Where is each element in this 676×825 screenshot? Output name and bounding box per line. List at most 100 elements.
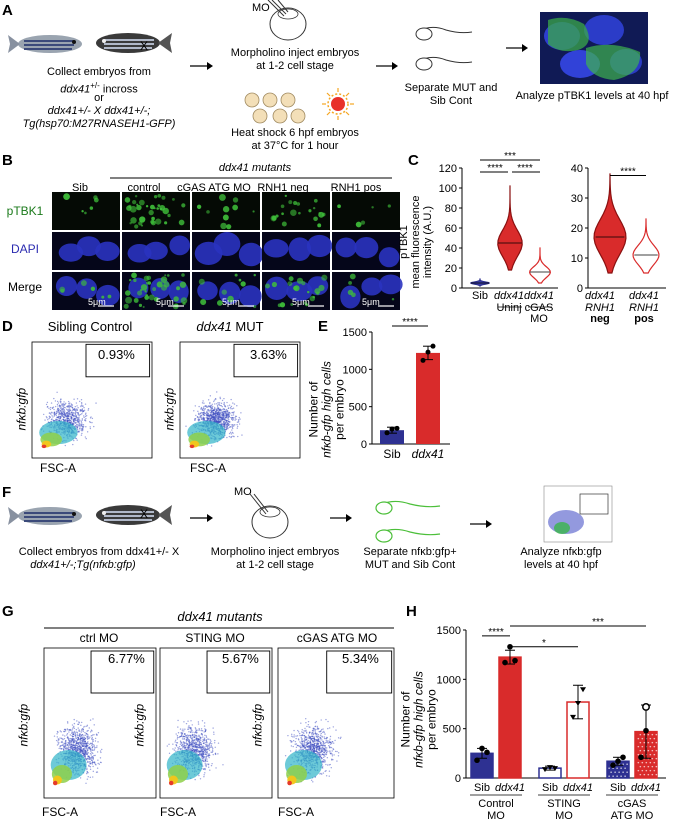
ptbk1-signal <box>221 289 227 295</box>
flow-event <box>209 402 211 405</box>
flow-event <box>57 407 60 410</box>
flow-event <box>219 397 222 400</box>
flow-event <box>211 412 214 414</box>
flow-event <box>57 741 59 743</box>
arrow-right-icon <box>190 62 213 70</box>
flow-event <box>211 763 213 765</box>
flow-event <box>305 739 307 741</box>
flow-event <box>196 752 198 754</box>
flow-event <box>87 745 89 747</box>
ptbk1-signal <box>178 219 185 226</box>
flow-event <box>297 744 299 747</box>
ptbk1-signal <box>317 223 322 228</box>
flow-event <box>331 753 333 755</box>
flow-event <box>86 742 88 744</box>
flow-event <box>58 739 60 741</box>
flow-event <box>236 424 238 426</box>
flow-event <box>60 411 62 413</box>
flow-event <box>220 404 223 407</box>
h-data-point <box>474 757 480 764</box>
flow-event <box>89 427 92 430</box>
flow-event <box>175 733 177 735</box>
flow-event <box>89 426 91 428</box>
flow-event <box>61 405 63 407</box>
flow-event <box>207 419 209 421</box>
ptbk1-signal <box>309 295 316 302</box>
flow-event <box>208 409 210 412</box>
flow-event <box>60 419 63 422</box>
flow-event <box>85 758 87 760</box>
flow-event <box>69 408 71 411</box>
flow-event <box>77 723 79 726</box>
flow-event <box>321 728 323 731</box>
flow-event <box>199 738 201 741</box>
flow-event <box>77 736 79 738</box>
nucleus-blob <box>128 277 149 299</box>
h-bar-pattern <box>651 741 654 744</box>
flow-event <box>73 439 75 442</box>
flow-event <box>79 730 81 732</box>
ptbk1-signal <box>131 272 137 279</box>
h-data-point <box>547 765 553 771</box>
flow-event <box>221 421 223 423</box>
flow-event <box>204 772 206 774</box>
flow-event <box>88 755 90 757</box>
flow-event <box>228 415 230 418</box>
flow-event <box>218 420 220 422</box>
flow-event <box>320 756 323 759</box>
e-bar <box>416 352 440 444</box>
ptbk1-signal <box>348 280 353 285</box>
ptbk1-signal <box>140 284 148 291</box>
flow-event <box>58 742 60 744</box>
h-bar-pattern <box>643 733 646 736</box>
h-group-label: cGAS <box>618 798 647 810</box>
flow-event <box>176 745 178 747</box>
flow-event <box>63 408 65 411</box>
flow-event <box>211 751 213 754</box>
flow-event <box>93 744 95 746</box>
nucleus-blob <box>238 242 264 267</box>
flow-event <box>89 757 91 759</box>
flow-event <box>302 731 304 734</box>
flow-event <box>324 748 326 751</box>
flow-event <box>81 729 83 732</box>
flow-event <box>201 402 204 404</box>
flow-event <box>221 423 224 425</box>
flow-event <box>325 741 327 744</box>
flow-event <box>46 406 49 408</box>
flow-event <box>216 404 219 407</box>
ptbk1-signal <box>160 276 168 283</box>
flow-event <box>202 760 205 763</box>
flow-event <box>314 742 316 745</box>
flow-event <box>228 432 231 435</box>
flow-event <box>314 746 317 748</box>
ptbk1-signal <box>387 204 391 208</box>
flow-event <box>93 762 96 764</box>
flow-event <box>233 417 235 419</box>
flow-event <box>222 412 224 415</box>
flow-event <box>218 410 220 413</box>
h-bar-pattern <box>641 769 644 772</box>
g-title-cgas: cGAS ATG MO <box>296 631 378 645</box>
col-label-control: control <box>127 182 161 194</box>
ptbk1-signal <box>150 220 156 226</box>
e-tick-label: 1500 <box>343 327 367 339</box>
flow-event <box>61 408 63 411</box>
flow-event <box>81 419 83 421</box>
nucleus-blob <box>288 237 311 262</box>
flow-event <box>325 751 328 753</box>
flow-event <box>99 761 102 763</box>
flow-event <box>203 755 206 758</box>
flow-event <box>222 411 224 413</box>
flow-event <box>226 401 228 404</box>
flow-event <box>58 411 61 414</box>
flow-event <box>300 722 302 724</box>
flow-event <box>80 429 83 432</box>
ptbk1-signal <box>347 289 354 296</box>
flow-event <box>327 720 329 723</box>
flow-event <box>95 402 97 404</box>
e-sig-label: **** <box>402 317 418 328</box>
flow-event <box>66 733 69 735</box>
flow-event <box>307 723 310 726</box>
flow-event <box>93 733 95 736</box>
